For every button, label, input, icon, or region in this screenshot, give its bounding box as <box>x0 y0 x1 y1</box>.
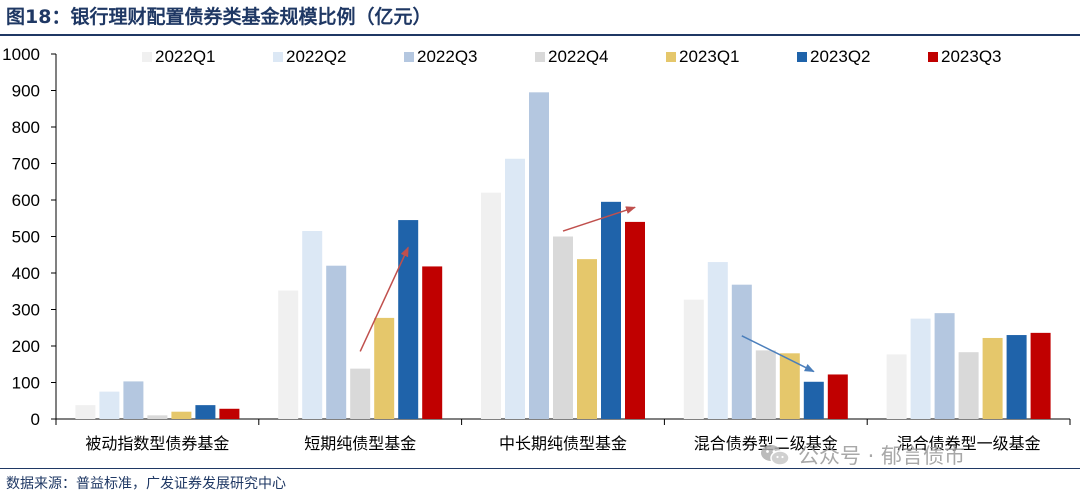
bar-2023Q3-0 <box>219 408 240 419</box>
legend-label: 2022Q1 <box>155 47 216 66</box>
bar-2023Q1-0 <box>171 411 192 419</box>
y-tick-label: 800 <box>12 118 40 137</box>
y-tick-label: 200 <box>12 337 40 356</box>
source-note: 数据来源：普益标准，广发证券发展研究中心 <box>6 476 286 492</box>
trend-arrows <box>359 206 815 373</box>
legend-swatch <box>928 52 938 62</box>
bar-2022Q3-2 <box>529 92 549 419</box>
bar-2023Q3-3 <box>827 374 848 419</box>
legend-label: 2023Q1 <box>679 47 740 66</box>
bar-2022Q1-0 <box>75 405 96 419</box>
bar-2022Q1-1 <box>278 290 299 419</box>
bar-2023Q1-1 <box>374 317 395 419</box>
watermark: 公众号 · 郁言债市 <box>760 438 965 472</box>
bar-2022Q3-3 <box>731 284 752 419</box>
bar-2023Q1-4 <box>982 337 1003 419</box>
legend-label: 2022Q3 <box>417 47 478 66</box>
bar-2022Q3-1 <box>326 265 347 419</box>
y-tick-label: 1000 <box>2 45 40 64</box>
bar-2022Q4-0 <box>147 415 168 419</box>
bar-2023Q2-1 <box>398 220 419 419</box>
x-category-label: 短期纯债型基金 <box>304 434 416 453</box>
legend-label: 2023Q3 <box>941 47 1002 66</box>
legend-swatch <box>404 52 414 62</box>
bar-2022Q2-2 <box>505 158 525 419</box>
bar-2023Q2-3 <box>803 381 824 419</box>
bar-2022Q1-2 <box>481 192 501 419</box>
bar-2023Q1-2 <box>577 259 597 419</box>
bar-2022Q1-4 <box>886 354 907 419</box>
bar-2023Q2-0 <box>195 405 216 419</box>
y-tick-label: 400 <box>12 264 40 283</box>
bars-group <box>75 92 1051 419</box>
y-axis: 0 100 200 300 400 500 600 700 800 900 1000 <box>2 45 57 429</box>
trend-arrow-2 <box>741 335 815 373</box>
legend-swatch <box>535 52 545 62</box>
y-tick-label: 900 <box>12 82 40 101</box>
y-tick-label: 600 <box>12 191 40 210</box>
y-tick-label: 700 <box>12 155 40 174</box>
legend-swatch <box>142 52 152 62</box>
bar-2022Q2-1 <box>302 231 323 419</box>
bar-2022Q1-3 <box>683 299 704 419</box>
bar-2022Q3-0 <box>123 381 144 419</box>
bar-2022Q4-4 <box>958 352 979 419</box>
watermark-text: 公众号 · 郁言债市 <box>798 444 966 468</box>
bar-2023Q2-2 <box>601 201 621 419</box>
bar-2023Q3-2 <box>625 221 645 419</box>
y-tick-label: 500 <box>12 228 40 247</box>
legend-swatch <box>797 52 807 62</box>
y-tick-label: 0 <box>31 410 40 429</box>
y-tick-label: 300 <box>12 301 40 320</box>
figure-title: 图18：银行理财配置债券类基金规模比例（亿元） <box>6 6 432 28</box>
legend-label: 2023Q2 <box>810 47 871 66</box>
bar-2022Q2-0 <box>99 391 120 419</box>
title-rule <box>0 34 1080 36</box>
bar-2022Q4-3 <box>755 350 776 419</box>
bar-2023Q3-1 <box>422 266 443 419</box>
bar-2023Q1-3 <box>779 353 800 419</box>
legend-swatch <box>273 52 283 62</box>
bar-2022Q4-1 <box>350 368 371 419</box>
y-tick-label: 100 <box>12 374 40 393</box>
x-category-label: 混合债券型一级基金 <box>897 434 1041 453</box>
trend-arrow-0 <box>359 246 409 352</box>
bar-2022Q2-3 <box>707 262 728 419</box>
x-category-label: 被动指数型债券基金 <box>85 434 229 453</box>
bottom-rule <box>0 468 1080 469</box>
bar-2023Q3-4 <box>1030 332 1051 419</box>
bar-chart: 0 100 200 300 400 500 600 700 800 900 1000 被动指数型债券… <box>2 45 1071 453</box>
legend-swatch <box>666 52 676 62</box>
wechat-icon <box>761 445 790 466</box>
trend-arrow-1 <box>562 206 636 232</box>
bar-2022Q2-4 <box>910 318 931 419</box>
bar-2022Q3-4 <box>934 313 955 419</box>
x-category-label: 混合债券型二级基金 <box>694 434 838 453</box>
x-category-label: 中长期纯债型基金 <box>499 434 627 453</box>
bar-2023Q2-4 <box>1006 335 1027 419</box>
bar-2022Q4-2 <box>553 236 573 419</box>
legend-label: 2022Q4 <box>548 47 609 66</box>
legend: 2022Q1 2022Q2 2022Q3 2022Q4 2023Q1 2023Q2 2023… <box>142 47 1002 66</box>
legend-label: 2022Q2 <box>286 47 347 66</box>
